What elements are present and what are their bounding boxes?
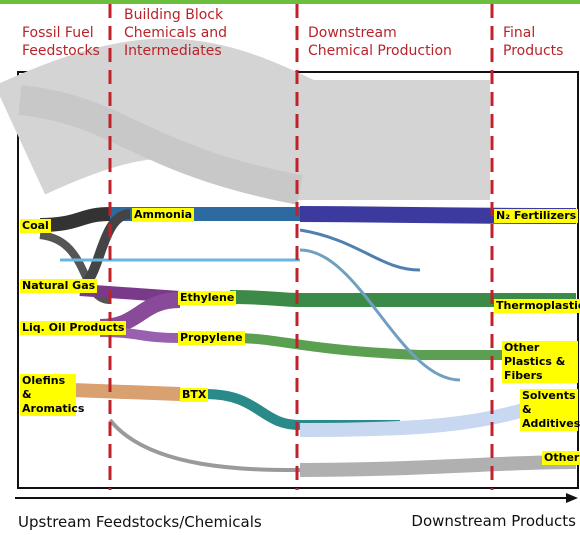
- column-header: Final Products: [503, 25, 564, 59]
- column-dividers: [108, 4, 494, 490]
- plastics-flow: [234, 333, 520, 360]
- node-label: BTX: [180, 388, 209, 402]
- coal-flow: [39, 231, 111, 304]
- node-label: Coal: [20, 219, 51, 233]
- thin-flow: [299, 248, 461, 382]
- top-bar: [0, 0, 580, 4]
- node-label: Propylene: [178, 331, 245, 345]
- axis-label: Upstream Feedstocks/Chemicals: [18, 513, 262, 531]
- column-header: Building Block Chemicals and Intermediat…: [124, 7, 228, 59]
- node-label: Other Plastics & Fibers: [502, 341, 578, 383]
- thermoplastics-flow: [229, 290, 576, 307]
- arrow-head: [566, 493, 578, 503]
- node-label: Ammonia: [132, 208, 195, 222]
- column-header: Fossil Fuel Feedstocks: [22, 25, 100, 59]
- node-label: Natural Gas: [20, 279, 98, 293]
- node-label: Other: [542, 451, 580, 465]
- btx-flow: [204, 389, 400, 430]
- olefin-btx: [71, 383, 181, 401]
- thin-flow: [299, 228, 421, 272]
- node-label: Olefins & Aromatics: [20, 374, 85, 416]
- other-flow: [299, 455, 577, 477]
- node-label: Liq. Oil Products: [20, 321, 127, 335]
- other-flow: [108, 418, 301, 472]
- column-header: Downstream Chemical Production: [308, 25, 452, 59]
- solvents-flow: [299, 398, 543, 437]
- node-label: Solvents & Additives: [520, 389, 580, 431]
- gray-flow: [18, 85, 303, 205]
- node-label: N₂ Fertilizers: [494, 209, 579, 223]
- axis-label: Downstream Products: [411, 512, 576, 530]
- node-label: Ethylene: [178, 291, 237, 305]
- node-label: Thermoplastics: [494, 299, 580, 313]
